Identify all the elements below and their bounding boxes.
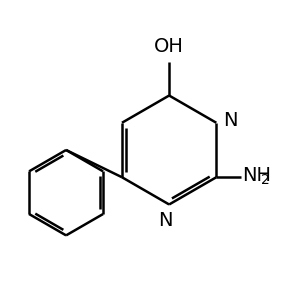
Text: N: N	[158, 211, 173, 230]
Text: OH: OH	[154, 38, 184, 56]
Text: NH: NH	[242, 166, 271, 185]
Text: 2: 2	[261, 173, 270, 187]
Text: N: N	[223, 111, 237, 130]
